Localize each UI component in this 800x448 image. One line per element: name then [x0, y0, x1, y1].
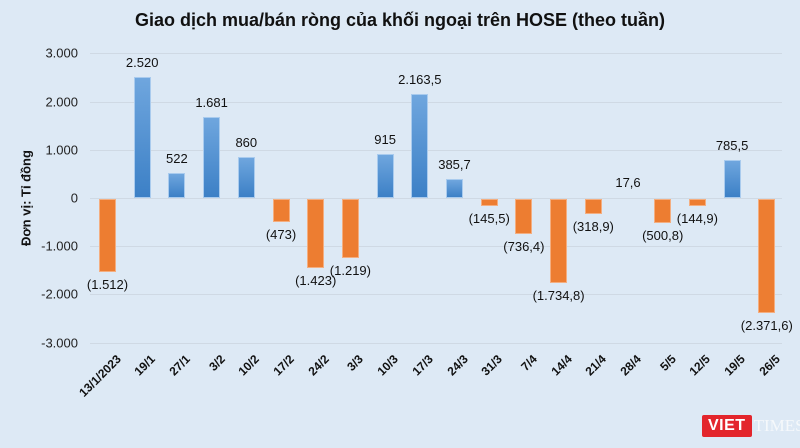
x-tick-label: 24/3	[443, 352, 471, 379]
x-tick-label: 19/1	[131, 352, 159, 379]
bar-24-2	[307, 199, 325, 268]
data-label: (1.219)	[329, 262, 371, 278]
bar-17-2	[272, 199, 290, 222]
bar-10-2	[237, 156, 255, 198]
x-tick-label: 17/3	[409, 352, 436, 379]
data-label: 2.520	[125, 54, 159, 70]
data-label: 1.681	[195, 94, 228, 110]
y-tick-label: -2.000	[41, 286, 78, 302]
data-label: (318,9)	[572, 219, 614, 235]
bar-14-4	[550, 199, 568, 283]
gridline	[90, 53, 782, 54]
x-tick-label: 26/5	[756, 352, 783, 379]
bar-31-3	[480, 199, 498, 206]
bar-27-1	[168, 172, 186, 198]
x-tick-label: 7/4	[518, 352, 540, 374]
y-tick-label: 1.000	[45, 142, 78, 158]
bar-28-4	[620, 197, 637, 198]
watermark-logo-text: TIMES	[753, 416, 800, 435]
data-label: (1.512)	[86, 276, 129, 292]
y-tick-label: -3.000	[41, 335, 78, 351]
data-label: (2.371,6)	[740, 318, 793, 334]
bar-13-1-2023	[99, 199, 116, 272]
bar-19-1	[133, 76, 151, 198]
bar-12-5	[688, 199, 706, 206]
data-label: (145,5)	[468, 211, 510, 226]
y-tick-label: 0	[70, 190, 78, 206]
data-label: (736,4)	[503, 239, 545, 255]
x-tick-label: 24/2	[305, 352, 332, 379]
data-label: (1.734,8)	[532, 287, 585, 303]
x-tick-label: 3/3	[344, 352, 367, 374]
x-tick-label: 17/2	[270, 352, 297, 379]
x-tick-label: 14/4	[548, 352, 575, 379]
y-tick-label: -1.000	[41, 238, 78, 254]
bar-3-3	[341, 199, 359, 258]
bar-21-4	[584, 199, 602, 215]
x-tick-label: 21/4	[582, 352, 610, 379]
x-tick-label: 10/2	[235, 352, 263, 379]
chart-title: Giao dịch mua/bán ròng của khối ngoại tr…	[134, 10, 666, 30]
data-label: (144,9)	[676, 210, 718, 226]
bar-19-5	[723, 160, 741, 198]
data-label: 860	[235, 134, 258, 150]
gridline	[90, 343, 782, 344]
gridline	[90, 294, 782, 295]
data-label: 785,5	[715, 138, 749, 154]
bar-3-2	[203, 116, 221, 198]
data-label: (500,8)	[642, 228, 684, 244]
data-label: 385,7	[438, 157, 471, 173]
bar-10-3	[376, 153, 394, 198]
y-tick-label: 2.000	[45, 94, 78, 110]
watermark-logo-box: VIET	[702, 415, 752, 437]
viettimes-watermark: VIET TIMES	[702, 414, 800, 438]
x-tick-label: 12/5	[686, 352, 714, 379]
data-label: 522	[166, 150, 188, 166]
bar-17-3	[411, 93, 429, 198]
y-tick-label: 3.000	[45, 45, 78, 61]
data-label: 915	[374, 131, 396, 147]
gridline	[90, 198, 782, 199]
x-tick-label: 3/2	[205, 352, 228, 374]
gridline	[90, 246, 782, 247]
x-tick-label: 19/5	[721, 352, 748, 379]
data-label: (473)	[265, 226, 297, 242]
gridline	[90, 102, 782, 103]
gridline	[90, 150, 782, 151]
bar-26-5	[758, 199, 776, 314]
x-tick-label: 28/4	[617, 352, 644, 379]
bar-24-3	[446, 179, 463, 198]
x-tick-label: 31/3	[478, 352, 506, 379]
x-tick-label: 13/1/2023	[75, 352, 124, 400]
data-label: 17,6	[615, 175, 641, 191]
x-tick-label: 10/3	[374, 352, 401, 379]
bar-5-5	[654, 199, 672, 224]
x-tick-label: 5/5	[656, 352, 679, 374]
data-label: 2.163,5	[398, 71, 442, 87]
x-tick-label: 27/1	[166, 352, 193, 379]
data-label: (1.423)	[295, 272, 337, 288]
bar-7-4	[515, 199, 533, 235]
